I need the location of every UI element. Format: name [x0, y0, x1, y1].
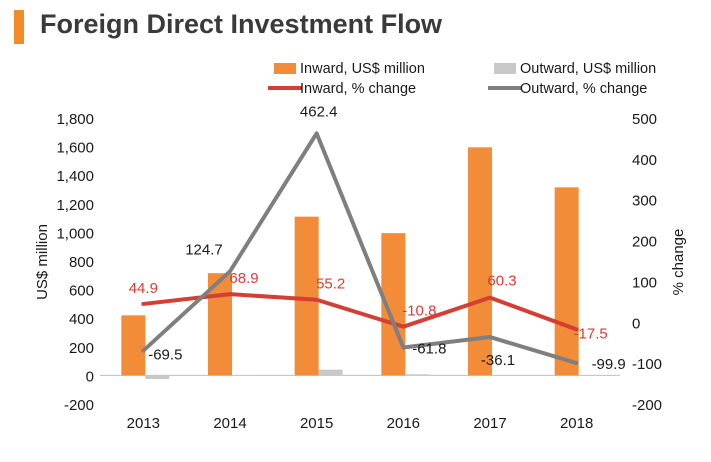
y-axis-title: US$ million: [34, 224, 51, 300]
data-label-outward-pct: 124.7: [185, 241, 223, 258]
legend-swatch: [274, 63, 296, 74]
y-tick-label: 0: [86, 368, 94, 385]
y-tick-label: -200: [64, 397, 94, 414]
line-outward-pct-change: [141, 131, 579, 366]
y2-axis-title: % change: [670, 229, 687, 296]
data-label-outward-pct: -36.1: [481, 352, 515, 369]
y-tick-label: 200: [69, 340, 94, 357]
y-tick-label: 600: [69, 283, 94, 300]
y2-tick-label: 100: [632, 274, 657, 291]
y-tick-label: 1,400: [56, 168, 94, 185]
bar-inward-2018: [554, 187, 579, 376]
line-inward-pct-change: [141, 292, 579, 332]
x-tick-label: 2018: [560, 415, 593, 432]
x-tick-label: 2014: [213, 415, 246, 432]
page-title: Foreign Direct Investment Flow: [40, 9, 443, 39]
legend-label: Outward, % change: [520, 81, 647, 97]
x-tick-label: 2013: [127, 415, 160, 432]
data-label-inward-pct: -17.5: [574, 325, 608, 342]
data-label-outward-pct: -99.9: [592, 356, 626, 373]
x-tick-label: 2015: [300, 415, 333, 432]
y2-tick-label: 300: [632, 193, 657, 210]
legend-label: Outward, US$ million: [520, 61, 656, 77]
y-tick-label: 1,000: [56, 225, 94, 242]
y2-tick-label: 200: [632, 234, 657, 251]
y2-tick-label: 0: [632, 315, 640, 332]
bar-outward-2013: [145, 375, 170, 379]
data-label-inward-pct: 68.9: [229, 270, 258, 287]
y2-tick-label: 500: [632, 111, 657, 128]
bar-outward-2016: [405, 374, 430, 376]
title-accent-bar: [14, 10, 24, 44]
legend-label: Inward, US$ million: [300, 61, 425, 77]
y-tick-label: 1,200: [56, 197, 94, 214]
y2-tick-label: 400: [632, 152, 657, 169]
bar-inward-2015: [294, 216, 319, 376]
data-label-outward-pct: -69.5: [148, 347, 182, 364]
data-label-inward-pct: 55.2: [316, 276, 345, 293]
bar-outward-2015: [318, 369, 343, 376]
data-label-inward-pct: 60.3: [487, 273, 516, 290]
y-tick-label: 1,600: [56, 140, 94, 157]
data-label-inward-pct: -10.8: [402, 303, 436, 320]
y-tick-label: 1,800: [56, 111, 94, 128]
y2-tick-label: -100: [632, 356, 662, 373]
legend-label: Inward, % change: [300, 81, 416, 97]
bar-inward-2013: [121, 315, 146, 376]
y-tick-label: 400: [69, 311, 94, 328]
legend-swatch: [494, 63, 516, 74]
x-tick-label: 2017: [473, 415, 506, 432]
y-tick-label: 800: [69, 254, 94, 271]
x-tick-label: 2016: [387, 415, 420, 432]
data-label-outward-pct: 462.4: [300, 103, 338, 120]
data-label-outward-pct: -61.8: [412, 341, 446, 358]
data-label-inward-pct: 44.9: [129, 280, 158, 297]
y2-tick-label: -200: [632, 397, 662, 414]
